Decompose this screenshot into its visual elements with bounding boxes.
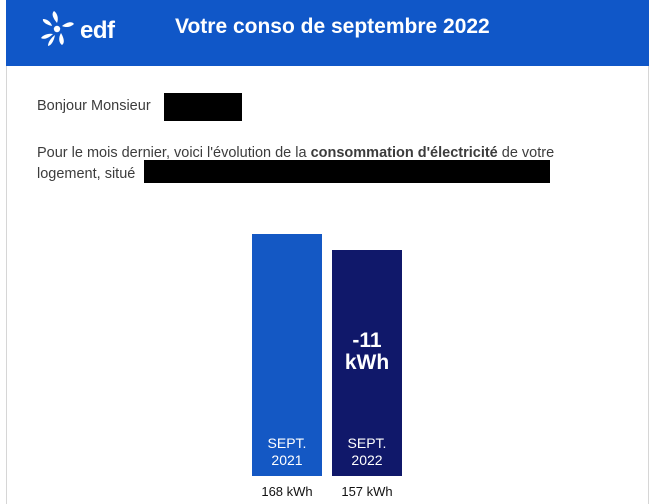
edf-logo-text: edf: [80, 17, 115, 44]
intro-bold: consommation d'électricité: [310, 145, 498, 161]
delta-label: -11 kWh: [332, 330, 402, 374]
bar-sept-2022: -11 kWh SEPT. 2022: [332, 250, 402, 476]
intro-text-after: de votre: [497, 145, 555, 161]
bar-label-2021: SEPT. 2021: [252, 435, 322, 469]
delta-unit: kWh: [344, 351, 390, 374]
intro-paragraph: Pour le mois dernier, voici l'évolution …: [37, 143, 637, 185]
bar-label-2022: SEPT. 2022: [332, 435, 402, 469]
edf-logo[interactable]: edf: [37, 9, 133, 49]
email-title: Votre conso de septembre 2022: [175, 15, 490, 38]
bar-label-2021-month: SEPT.: [267, 435, 307, 451]
redacted-name: [164, 93, 242, 121]
value-label-2022: 157 kWh: [341, 484, 393, 499]
bar-label-2021-year: 2021: [271, 452, 303, 468]
bar-label-2022-year: 2022: [351, 452, 383, 468]
email-header: edf Votre conso de septembre 2022: [6, 0, 649, 66]
intro-text-before: Pour le mois dernier, voici l'évolution …: [37, 145, 311, 161]
bar-label-2022-month: SEPT.: [347, 435, 387, 451]
delta-value: -11: [352, 329, 382, 352]
bar-sept-2021: SEPT. 2021: [252, 234, 322, 476]
value-label-2021: 168 kWh: [261, 484, 313, 499]
intro-line2: logement, situé: [37, 166, 136, 182]
greeting-text: Bonjour Monsieur: [37, 98, 151, 114]
edf-sun-icon: [41, 11, 74, 46]
redacted-address: [144, 160, 550, 183]
email-frame: [6, 0, 649, 504]
